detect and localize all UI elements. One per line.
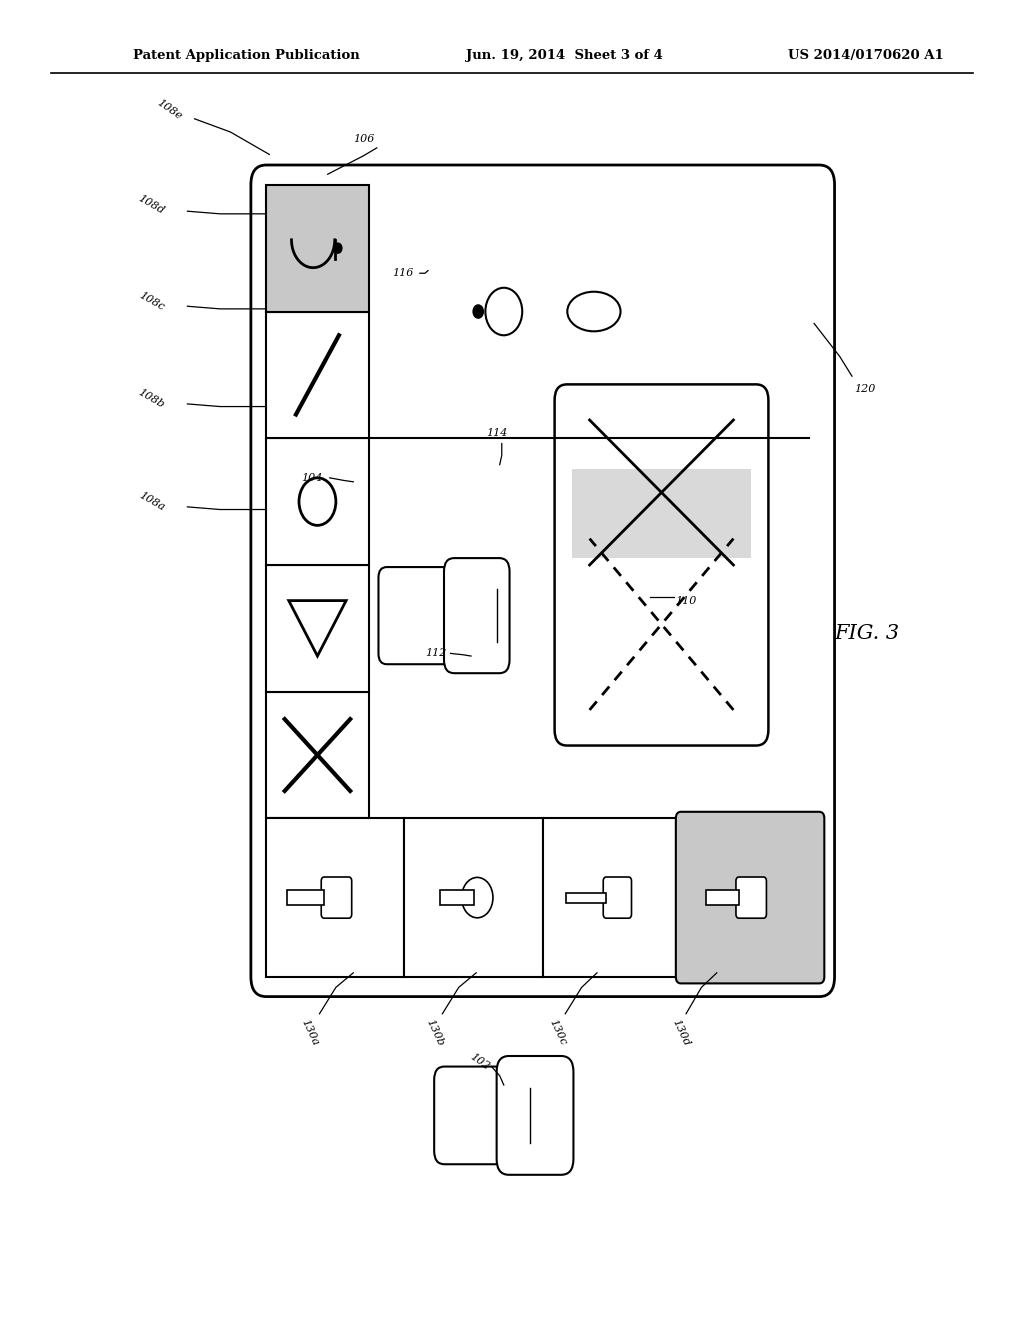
Ellipse shape: [462, 878, 493, 917]
Bar: [572, 470, 751, 558]
FancyBboxPatch shape: [497, 1056, 573, 1175]
Text: Patent Application Publication: Patent Application Publication: [133, 49, 359, 62]
Text: 108c: 108c: [137, 289, 166, 313]
Bar: [543, 818, 681, 977]
Text: 104: 104: [302, 473, 323, 483]
Text: 102: 102: [468, 1051, 490, 1072]
FancyBboxPatch shape: [322, 876, 351, 919]
Text: 108d: 108d: [137, 193, 166, 216]
Text: 130b: 130b: [425, 1018, 445, 1047]
Text: 112: 112: [426, 648, 446, 659]
Bar: [266, 438, 369, 565]
FancyBboxPatch shape: [603, 876, 632, 919]
Circle shape: [473, 305, 483, 318]
Bar: [566, 894, 606, 903]
Circle shape: [334, 243, 342, 253]
FancyBboxPatch shape: [736, 876, 766, 919]
Text: 108b: 108b: [137, 387, 166, 411]
Bar: [266, 312, 369, 438]
FancyBboxPatch shape: [555, 384, 768, 746]
Bar: [266, 818, 404, 977]
Text: 114: 114: [486, 428, 507, 438]
Text: FIG. 3: FIG. 3: [835, 624, 900, 643]
Text: 106: 106: [353, 133, 374, 144]
Bar: [706, 891, 739, 904]
Bar: [288, 891, 325, 904]
Bar: [404, 818, 543, 977]
Bar: [266, 565, 369, 692]
FancyBboxPatch shape: [251, 165, 835, 997]
Text: 108e: 108e: [155, 98, 183, 121]
Bar: [266, 692, 369, 818]
Text: 130a: 130a: [300, 1018, 321, 1047]
Text: 130c: 130c: [548, 1018, 568, 1047]
FancyBboxPatch shape: [444, 558, 510, 673]
Text: 130d: 130d: [671, 1018, 691, 1047]
FancyBboxPatch shape: [434, 1067, 522, 1164]
Text: US 2014/0170620 A1: US 2014/0170620 A1: [788, 49, 944, 62]
Text: 108a: 108a: [137, 490, 166, 513]
Bar: [440, 891, 473, 904]
Text: 120: 120: [855, 384, 876, 395]
Text: 116: 116: [392, 268, 413, 279]
Bar: [266, 185, 369, 312]
FancyBboxPatch shape: [676, 812, 824, 983]
FancyBboxPatch shape: [379, 568, 476, 664]
Text: 110: 110: [676, 595, 696, 606]
Text: Jun. 19, 2014  Sheet 3 of 4: Jun. 19, 2014 Sheet 3 of 4: [466, 49, 663, 62]
